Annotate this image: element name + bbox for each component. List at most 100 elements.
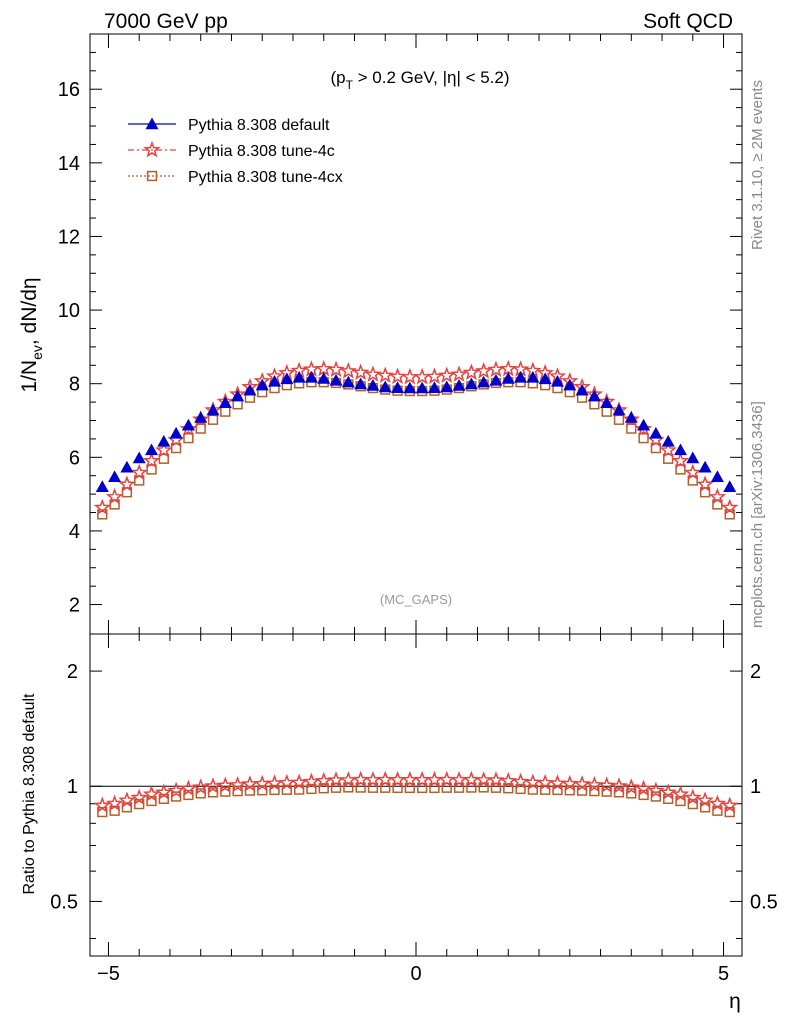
ratio-y-tick-label-left: 0.5 [50, 891, 78, 913]
ratio-data-point [290, 773, 308, 791]
main-data-point [220, 406, 231, 417]
x-tick-label: 0 [410, 963, 421, 985]
main-panel: 2 4 6 8 10 12 14 16 1/Nev, dN/dη (pT > 0.2 GeV,… [18, 33, 743, 635]
main-data-point [243, 383, 257, 396]
main-data-point [304, 370, 318, 383]
main-data-point [684, 463, 702, 481]
main-data-point [489, 373, 503, 386]
ratio-data-point [228, 775, 247, 793]
main-data-point [634, 419, 653, 437]
legend-label: Pythia 8.308 tune-4c [188, 143, 335, 160]
legend: Pythia 8.308 default Pythia 8.308 tune-4c… [128, 117, 343, 186]
main-data-point [329, 373, 343, 386]
ratio-axis-ticks [90, 634, 742, 956]
ratio-x-tick-labels: −5 0 5 [97, 963, 729, 985]
main-data-point [626, 423, 637, 434]
main-data-point [600, 396, 614, 409]
main-data-point [659, 441, 677, 458]
main-data-point [179, 419, 198, 437]
ratio-series-group [93, 770, 739, 818]
main-data-point [575, 383, 589, 396]
main-data-point [142, 451, 161, 469]
main-data-point [563, 378, 577, 391]
main-data-point [317, 372, 331, 384]
main-data-point [108, 470, 122, 483]
main-data-point [120, 460, 134, 473]
main-data-point [401, 367, 419, 385]
main-data-point [376, 366, 394, 383]
main-data-point [155, 441, 173, 458]
x-tick-label: −5 [97, 963, 120, 985]
main-data-point [686, 451, 700, 464]
x-tick-label: 5 [718, 963, 729, 985]
header-right-title: Soft QCD [643, 10, 733, 33]
main-data-point [231, 389, 245, 402]
main-y-tick-label: 14 [58, 153, 80, 175]
main-data-point [415, 381, 429, 394]
series-pythia-8-308-tune-4cx [97, 377, 735, 520]
main-data-point [130, 463, 148, 481]
main-data-point [438, 366, 456, 383]
ratio-data-point [721, 796, 739, 814]
main-data-point [315, 359, 333, 377]
ratio-data-point [622, 778, 640, 795]
ratio-y-tick-label-left: 1 [67, 776, 78, 798]
main-data-point [550, 374, 564, 387]
main-y-tick-label: 16 [58, 79, 80, 101]
main-data-point [183, 433, 194, 444]
ratio-data-point [647, 781, 665, 799]
main-y-axis-label: 1/Nev, dN/dη [18, 277, 45, 392]
main-data-point [671, 451, 690, 469]
legend-marker [143, 140, 161, 158]
ratio-data-point [610, 777, 628, 794]
ratio-data-point [696, 791, 714, 808]
main-data-point [145, 443, 159, 456]
ratio-data-point [499, 771, 517, 789]
main-data-point [391, 381, 405, 393]
main-axis-ticks [90, 34, 742, 634]
ratio-data-point [511, 772, 530, 790]
main-data-point [95, 480, 109, 492]
main-data-point [526, 370, 540, 383]
main-data-point [351, 363, 370, 381]
main-data-point [462, 363, 481, 381]
main-data-point [132, 451, 146, 464]
ratio-y-axis-label: Ratio to Pythia 8.308 default [21, 693, 38, 895]
main-data-point [105, 487, 124, 505]
header-left-title: 7000 GeV pp [104, 10, 228, 33]
main-data-point [613, 414, 625, 425]
main-data-point [292, 370, 306, 383]
ratio-data-point [573, 775, 591, 792]
main-data-point [327, 360, 345, 378]
main-data-point [452, 379, 466, 391]
main-data-point [514, 370, 528, 383]
main-data-point [474, 362, 493, 379]
rivet-version-label: Rivet 3.1.10, ≥ 2M events [749, 80, 766, 250]
ratio-data-point [167, 781, 185, 799]
main-series-group [93, 359, 739, 520]
mcplots-reference-label: mcplots.cern.ch [arXiv:1306.3436] [749, 401, 766, 628]
main-data-point [538, 372, 552, 385]
main-data-point [721, 498, 739, 516]
ratio-series-pythia-8-308-tune-4c [93, 770, 739, 814]
legend-label: Pythia 8.308 tune-4cx [188, 169, 343, 186]
main-data-point [206, 403, 220, 416]
ratio-frame [89, 633, 743, 957]
ratio-data-point [192, 778, 210, 795]
main-y-tick-label: 10 [58, 300, 80, 322]
series-pythia-8-308-default [95, 370, 737, 492]
series-pythia-8-308-tune-4c [93, 359, 739, 516]
main-data-point [661, 434, 675, 447]
main-data-point [601, 406, 612, 417]
main-data-point [378, 380, 392, 393]
main-data-point [696, 475, 714, 492]
ratio-data-point [130, 788, 148, 806]
main-data-point [450, 365, 468, 382]
main-data-point [638, 433, 649, 444]
ratio-data-point [155, 783, 173, 800]
main-data-point [93, 498, 111, 516]
ratio-panel: 0.5 0.5 1 1 2 2 −5 0 5 Ratio to Pythia 8.308 de… [21, 633, 778, 1013]
main-data-point [268, 374, 282, 387]
main-y-tick-label: 2 [69, 595, 80, 617]
ratio-data-point [142, 785, 161, 802]
